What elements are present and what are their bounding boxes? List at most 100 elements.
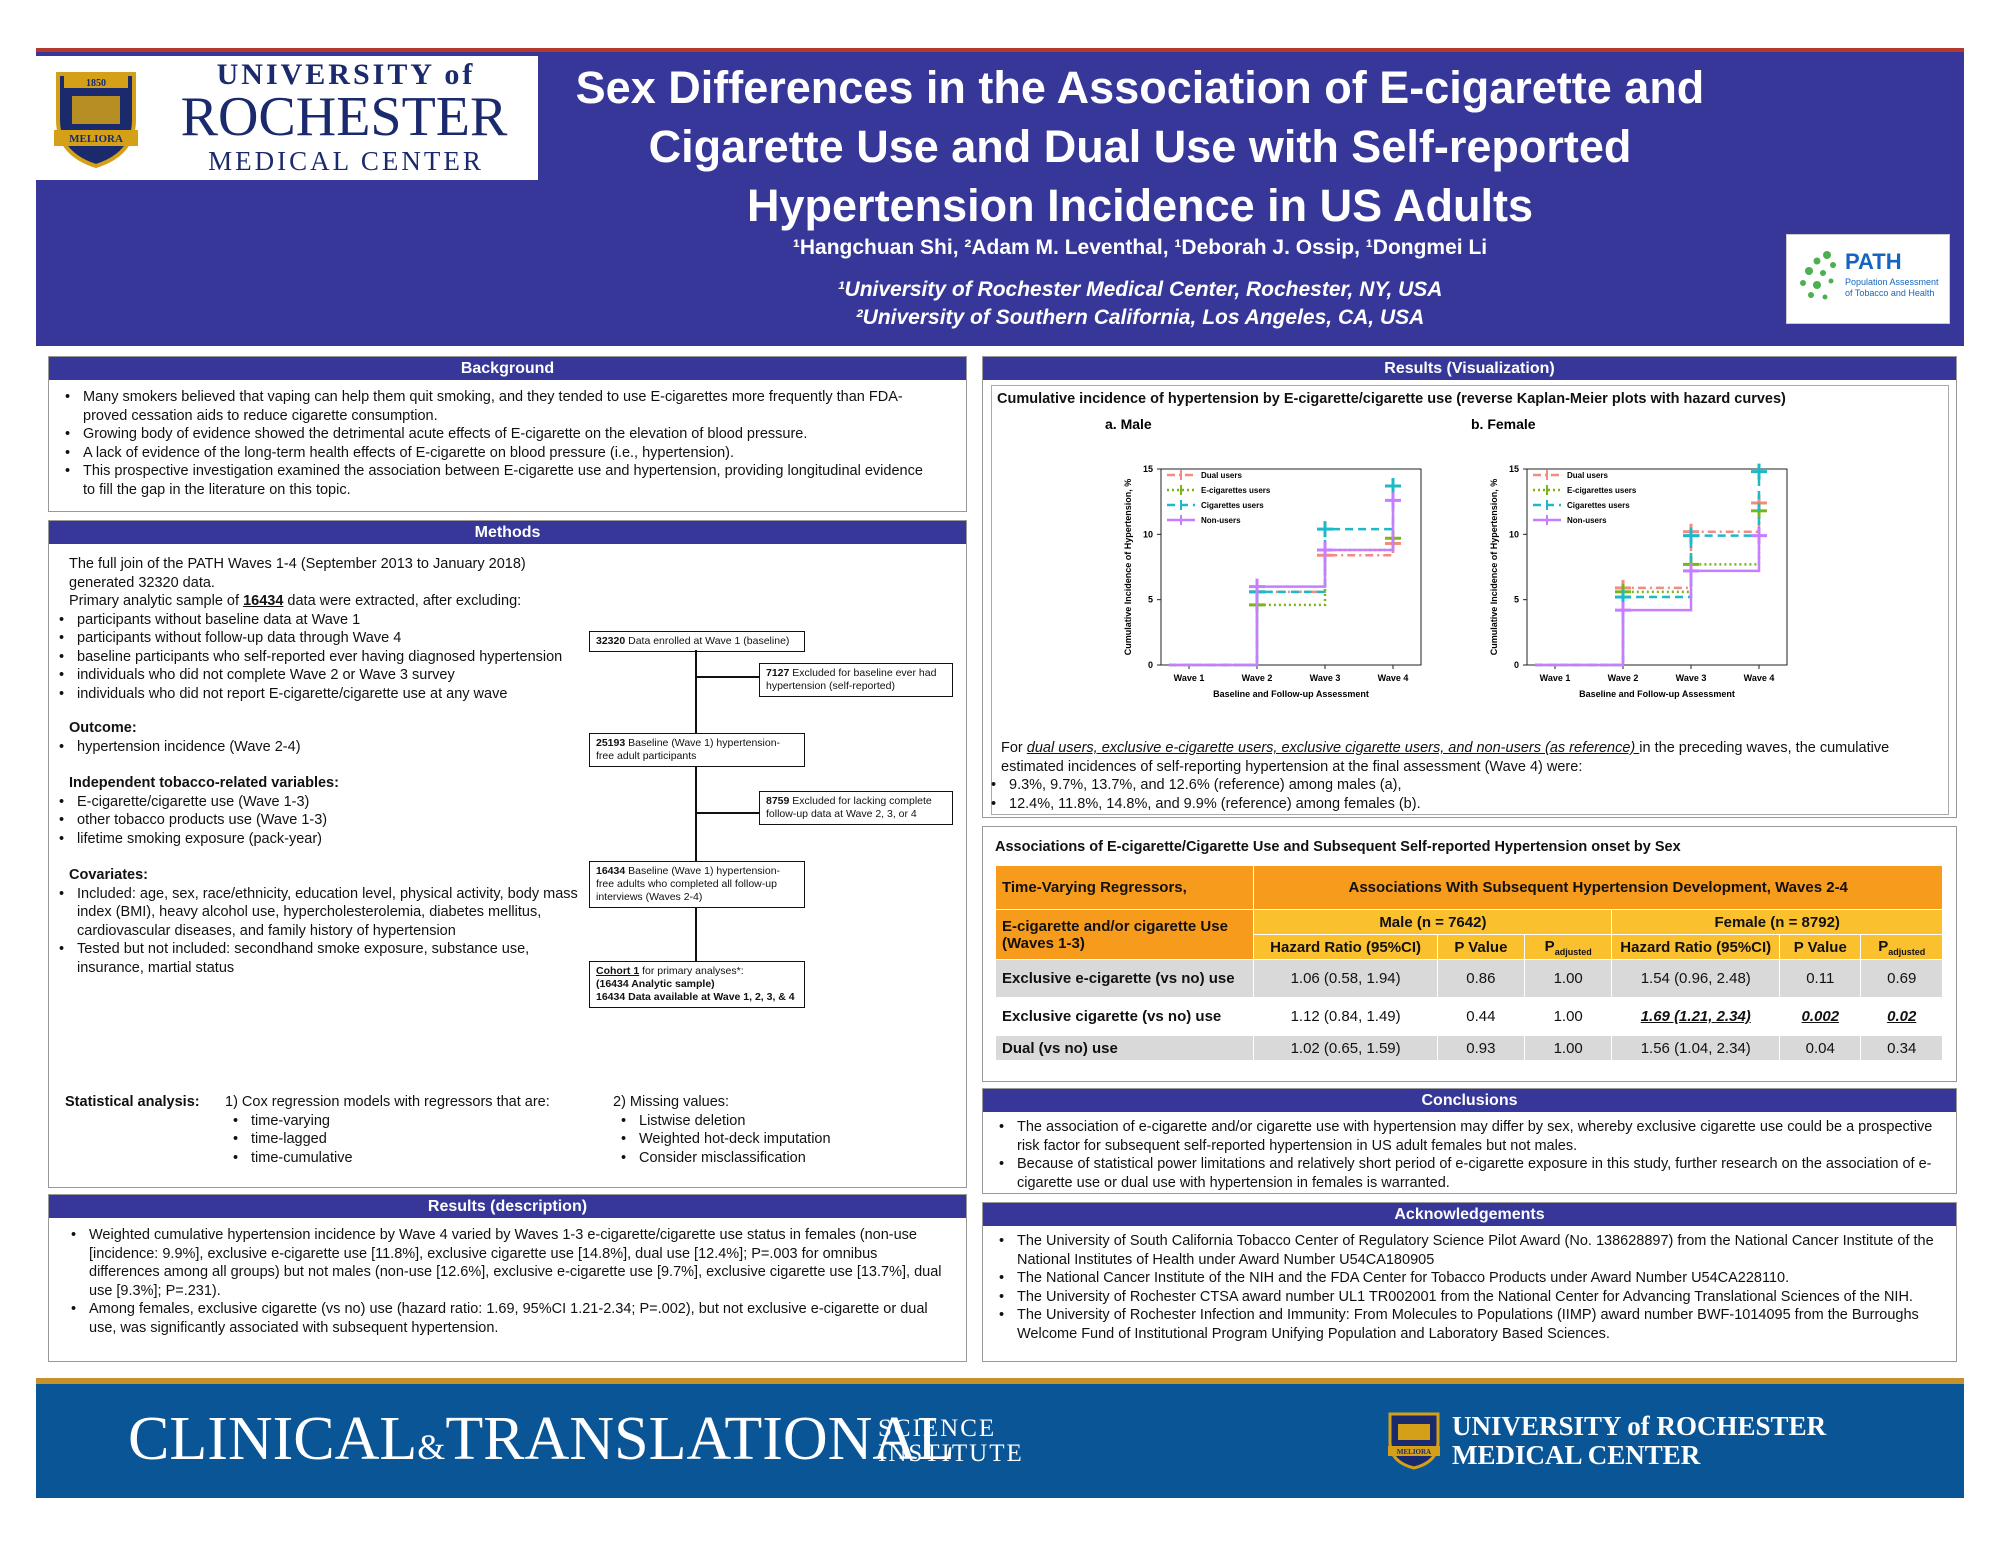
x-tick-label: Wave 2	[1242, 673, 1273, 683]
covariates-heading: Covariates:	[69, 867, 148, 883]
chart-title: a. Male	[1105, 416, 1152, 432]
x-tick-label: Wave 3	[1310, 673, 1341, 683]
x-tick-label: Wave 4	[1744, 673, 1775, 683]
list-item: time-cumulative	[225, 1149, 585, 1168]
acknowledgements-heading: Acknowledgements	[983, 1203, 1956, 1226]
list-item: other tobacco products use (Wave 1-3)	[51, 811, 579, 830]
figure-title: Cumulative incidence of hypertension by …	[997, 391, 1786, 407]
ctsi-logo: CLINICAL&TRANSLATIONAL	[128, 1405, 956, 1473]
background-heading: Background	[49, 357, 966, 380]
list-item: Growing body of evidence showed the detr…	[57, 425, 934, 444]
methods-panel: Methods The full join of the PATH Waves …	[48, 520, 967, 1188]
figure-summary: For dual users, exclusive e-cigarette us…	[991, 739, 1947, 813]
table-row: Exclusive e-cigarette (vs no) use 1.06 (0…	[994, 959, 1943, 998]
x-tick-label: Wave 1	[1540, 673, 1571, 683]
list-item: Tested but not included: secondhand smok…	[51, 940, 579, 977]
flow-arrow	[695, 907, 697, 961]
list-item: Because of statistical power limitations…	[991, 1155, 1942, 1192]
background-list: Many smokers believed that vaping can he…	[49, 380, 966, 499]
conclusions-heading: Conclusions	[983, 1089, 1956, 1112]
svg-text:MELIORA: MELIORA	[1397, 1448, 1431, 1456]
table-header: Padjusted	[1860, 934, 1943, 960]
list-item: The University of South California Tobac…	[991, 1232, 1942, 1269]
methods-intro: The full join of the PATH Waves 1-4 (Sep…	[69, 556, 526, 591]
y-tick-label: 5	[1514, 595, 1519, 605]
associations-table: Time-Varying Regressors, Associations Wi…	[994, 865, 1943, 1061]
legend-label: Dual users	[1567, 471, 1608, 480]
x-tick-label: Wave 2	[1608, 673, 1639, 683]
flow-box-enrolled: 32320 Data enrolled at Wave 1 (baseline)	[589, 631, 805, 652]
y-tick-label: 15	[1509, 464, 1519, 474]
ctsi-logo-sub: SCIENCE INSTITUTE	[878, 1415, 1024, 1467]
legend-label: Dual users	[1201, 471, 1242, 480]
table-header: E-cigarette and/or cigarette Use (Waves …	[994, 909, 1255, 960]
list-item: Many smokers believed that vaping can he…	[57, 388, 934, 425]
chart-title: b. Female	[1471, 416, 1536, 432]
list-item: participants without baseline data at Wa…	[51, 611, 579, 630]
legend-label: Cigarettes users	[1201, 501, 1264, 510]
acknowledgements-list: The University of South California Tobac…	[983, 1226, 1956, 1343]
legend-label: Non-users	[1567, 516, 1607, 525]
list-item: Weighted hot-deck imputation	[613, 1130, 913, 1149]
table-header: P Value	[1436, 934, 1526, 960]
path-dots-icon	[1800, 251, 1836, 300]
list-item: The association of e-cigarette and/or ci…	[991, 1118, 1942, 1155]
list-item: A lack of evidence of the long-term heal…	[57, 444, 934, 463]
table-header: Time-Varying Regressors,	[994, 865, 1255, 910]
logo-line2: ROCHESTER	[180, 86, 508, 148]
stat-cox: 1) Cox regression models with regressors…	[225, 1093, 585, 1167]
table-header: Hazard Ratio (95%CI)	[1253, 934, 1438, 960]
svg-text:1850: 1850	[86, 78, 106, 89]
poster-title: Sex Differences in the Association of E-…	[575, 62, 1705, 231]
table-row: Exclusive cigarette (vs no) use 1.12 (0.8…	[994, 997, 1943, 1036]
urmc-seal-icon: 1850 MELIORA	[54, 72, 138, 168]
legend-label: Cigarettes users	[1567, 501, 1630, 510]
conclusions-list: The association of e-cigarette and/or ci…	[983, 1112, 1956, 1192]
x-tick-label: Wave 3	[1676, 673, 1707, 683]
list-item: This prospective investigation examined …	[57, 462, 934, 499]
list-item: time-lagged	[225, 1130, 585, 1149]
results-description-heading: Results (description)	[49, 1195, 966, 1218]
chart-male: a. Male 0 5 10 15 Wave 1 Wave 2 Wave 3 Wave 4 Bas…	[1105, 416, 1422, 699]
list-item: The University of Rochester Infection an…	[991, 1306, 1942, 1343]
associations-panel: Associations of E-cigarette/Cigarette Us…	[982, 826, 1957, 1082]
list-item: Among females, exclusive cigarette (vs n…	[63, 1300, 952, 1337]
flow-arrow	[695, 650, 697, 752]
conclusions-panel: Conclusions The association of e-cigaret…	[982, 1088, 1957, 1194]
path-logo-name: PATH	[1845, 249, 1902, 274]
urmc-seal-icon: MELIORA	[1388, 1412, 1440, 1470]
list-item: Listwise deletion	[613, 1112, 913, 1131]
flow-box-completed: 16434 Baseline (Wave 1) hypertension-fre…	[589, 861, 805, 908]
poster-footer: CLINICAL&TRANSLATIONAL SCIENCE INSTITUTE …	[36, 1378, 1964, 1498]
flow-box-baseline: 25193 Baseline (Wave 1) hypertension-fre…	[589, 733, 805, 767]
svg-text:MELIORA: MELIORA	[69, 133, 123, 145]
authors: ¹Hangchuan Shi, ²Adam M. Leventhal, ¹Deb…	[792, 236, 1488, 259]
flow-branch	[695, 676, 807, 678]
results-visualization-panel: Results (Visualization) Cumulative incid…	[982, 356, 1957, 818]
urmc-footer-logo: UNIVERSITY of ROCHESTER MEDICAL CENTER	[1452, 1411, 1827, 1470]
list-item: hypertension incidence (Wave 2-4)	[51, 738, 579, 757]
list-item: individuals who did not report E-cigaret…	[51, 685, 579, 704]
list-item: participants without follow-up data thro…	[51, 629, 579, 648]
acknowledgements-panel: Acknowledgements The University of South…	[982, 1202, 1957, 1362]
flow-box-excluded-1: 7127 Excluded for baseline ever had hype…	[759, 663, 953, 697]
plot-frame	[1526, 468, 1788, 666]
flow-arrow	[695, 766, 697, 871]
results-description-panel: Results (description) Weighted cumulativ…	[48, 1194, 967, 1362]
chart-female: b. Female 0 5 10 15 Wave 1 Wave 2 Wave 3 Wave 4 B…	[1471, 416, 1788, 699]
list-item: 9.3%, 9.7%, 13.7%, and 12.6% (reference)…	[983, 776, 1947, 795]
indep-heading: Independent tobacco-related variables:	[69, 775, 339, 791]
methods-sample: Primary analytic sample of 16434 data we…	[69, 593, 522, 609]
list-item: Included: age, sex, race/ethnicity, educ…	[51, 885, 579, 941]
series-line	[1535, 501, 1765, 667]
table-header: P Value	[1779, 934, 1862, 960]
outcome-heading: Outcome:	[69, 720, 137, 736]
list-item: The University of Rochester CTSA award n…	[991, 1288, 1942, 1307]
associations-title: Associations of E-cigarette/Cigarette Us…	[995, 839, 1681, 855]
x-tick-label: Wave 4	[1378, 673, 1409, 683]
results-description-list: Weighted cumulative hypertension inciden…	[49, 1218, 966, 1337]
list-item: baseline participants who self-reported …	[51, 648, 579, 667]
series-line	[1535, 534, 1765, 667]
series-line	[1169, 499, 1399, 667]
flow-branch	[695, 812, 807, 814]
